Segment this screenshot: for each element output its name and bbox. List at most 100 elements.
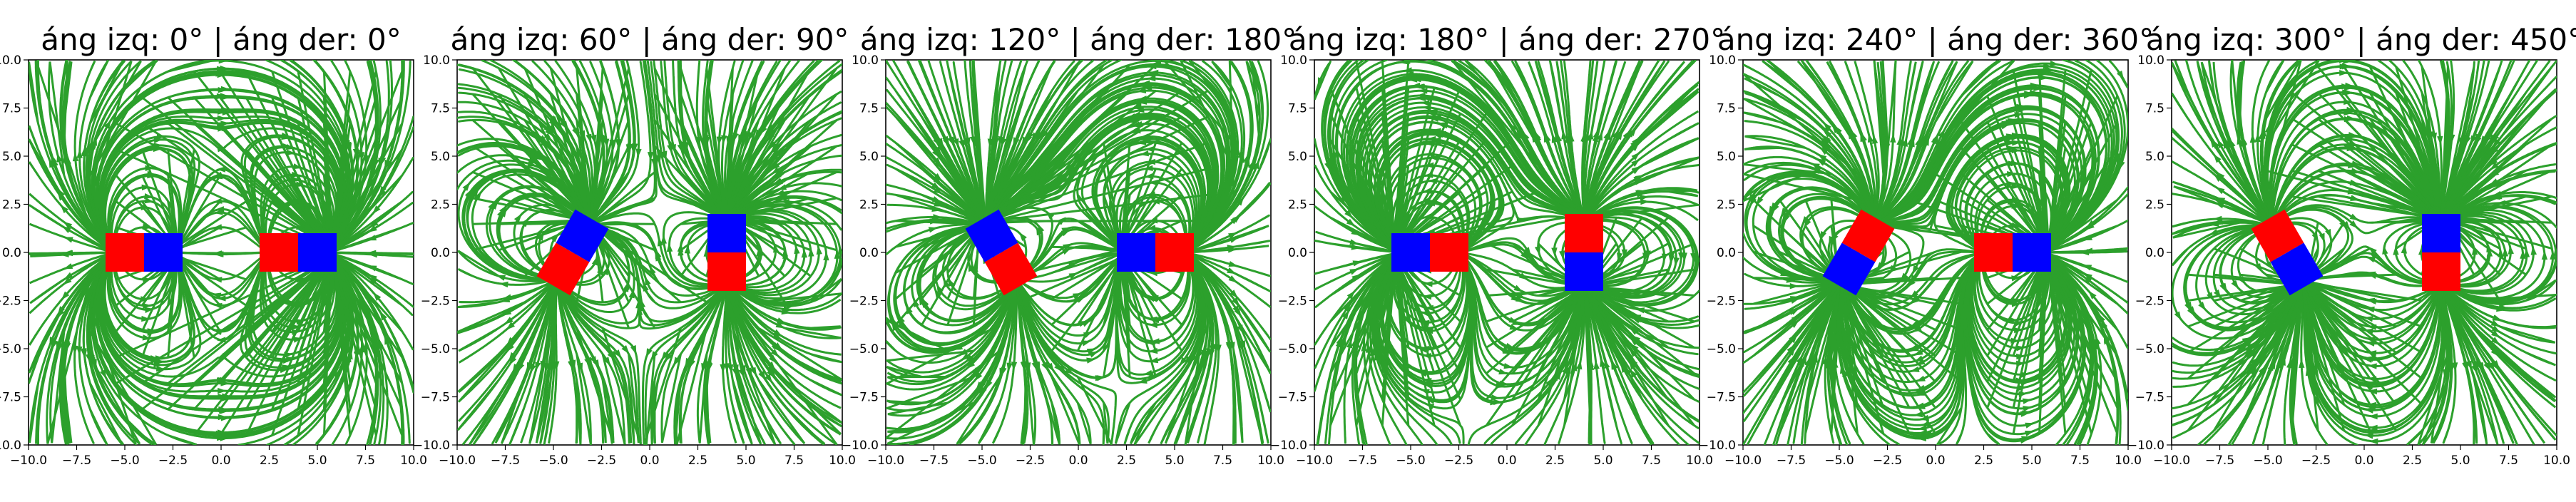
streamline-arrow [216,295,226,302]
y-tick-label: −10.0 [1270,439,1307,453]
y-tick-label: 2.5 [1717,198,1736,212]
y-tick-label: 0.0 [1288,246,1307,260]
streamline-arrow [2254,133,2261,143]
streamline-arrow [212,329,222,335]
streamline-arrow [2480,135,2488,145]
magnet-south-pole [2422,214,2460,252]
streamline-arrow [1520,251,1529,260]
streamline-arrow [1615,130,1623,140]
streamline-arrow [513,213,522,223]
streamline-arrow [2018,384,2028,391]
magnet-south-pole [707,214,746,252]
streamline-arrow [2366,256,2376,263]
streamline-arrow [913,297,920,308]
streamline-arrow [292,337,303,343]
streamline-arrow [144,193,154,200]
streamlines [886,60,1271,445]
streamline-arrow [1509,324,1519,330]
streamline-arrow [2231,280,2239,290]
streamline-arrow [700,138,707,147]
streamline-arrow [1179,357,1187,367]
x-tick-label: −10.0 [10,454,47,468]
streamline-arrow [1588,361,1595,370]
streamline-arrow [2491,133,2500,143]
streamline-arrow [2342,89,2351,96]
streamline-arrow [1605,130,1611,140]
y-tick-label: 7.5 [431,102,450,116]
y-tick-label: 7.5 [2,102,21,116]
streamline-arrow [1408,76,1418,83]
streamline-arrow [655,252,662,262]
streamline-arrow [2530,245,2537,255]
streamline-arrow [57,306,66,316]
streamline-arrow [2341,83,2351,90]
streamline-arrow [964,137,971,147]
streamline-arrow [217,66,226,72]
x-tick-label: −7.5 [1348,454,1377,468]
streamline-arrow [1559,250,1565,260]
streamline-arrow [1237,324,1244,334]
streamline-arrow [1144,173,1154,180]
magnet-south-pole [556,209,609,262]
streamline-arrow [2550,250,2556,260]
streamline-arrow [372,292,382,301]
magnet-right [1117,233,1194,272]
streamline-arrow [1420,310,1430,317]
streamline-arrow [2344,109,2353,116]
streamline-arrow [1770,202,1778,212]
streamline-arrow [2030,82,2040,88]
streamline-arrow [1037,131,1045,141]
streamline-arrow [801,248,807,258]
streamline-arrow [543,125,553,134]
streamline-arrow [60,204,68,214]
streamline-arrow [1011,362,1018,372]
streamline-arrow [2021,436,2031,442]
streamline-arrow [1509,123,1517,132]
streamline-arrow [2267,362,2274,372]
y-tick-label: 7.5 [1717,102,1736,116]
streamline-arrow [943,278,950,288]
streamline-arrow [1624,366,1632,376]
magnet-south-pole [1117,233,1155,272]
streamline-arrow [2114,154,2120,164]
streamline-arrow [2249,360,2259,369]
streamline-arrow [218,387,227,394]
panel-title: áng izq: 0° | áng der: 0° [41,22,401,57]
panel-3: áng izq: 120° | áng der: 180° −10.0 −7.5 −5… [842,22,1297,468]
x-tick-label: 5.0 [2450,454,2470,468]
streamline-arrow [2023,406,2033,412]
streamline-arrow [721,135,727,145]
streamline-arrow [548,118,558,128]
y-tick-label: 2.5 [431,198,450,212]
x-tick-label: −7.5 [62,454,91,468]
y-tick-label: 2.5 [859,198,879,212]
streamline-arrow [1361,342,1367,352]
streamline-arrow [745,367,752,377]
streamline-arrow [1095,375,1105,381]
streamline-arrow [685,360,692,370]
streamline-arrow [770,153,780,163]
streamline-arrow [1228,261,1238,267]
streamline-arrow [2490,337,2500,345]
streamline-arrow [974,372,983,381]
y-tick-label: 0.0 [431,246,450,260]
streamline-arrow [217,434,226,441]
x-tick-label: 10.0 [2543,454,2570,468]
streamline-arrow [462,182,471,191]
streamline-arrow [218,60,228,64]
streamline-arrow [1353,338,1359,347]
streamline-arrow [1804,357,1811,367]
streamline-arrow [282,357,292,364]
streamline-arrow [964,354,974,363]
magnet-north-pole [1430,233,1468,272]
streamline-arrow [2213,290,2222,299]
streamline-arrow [1908,138,1915,148]
streamline-arrow [590,356,598,366]
magnet-north-pole [260,233,298,272]
streamline-arrow [1228,232,1238,239]
streamline-arrow [1617,252,1623,262]
streamline-arrow [781,308,791,315]
streamline-arrow [919,296,926,306]
streamline-arrow [291,329,301,335]
streamline-arrow [808,247,814,257]
